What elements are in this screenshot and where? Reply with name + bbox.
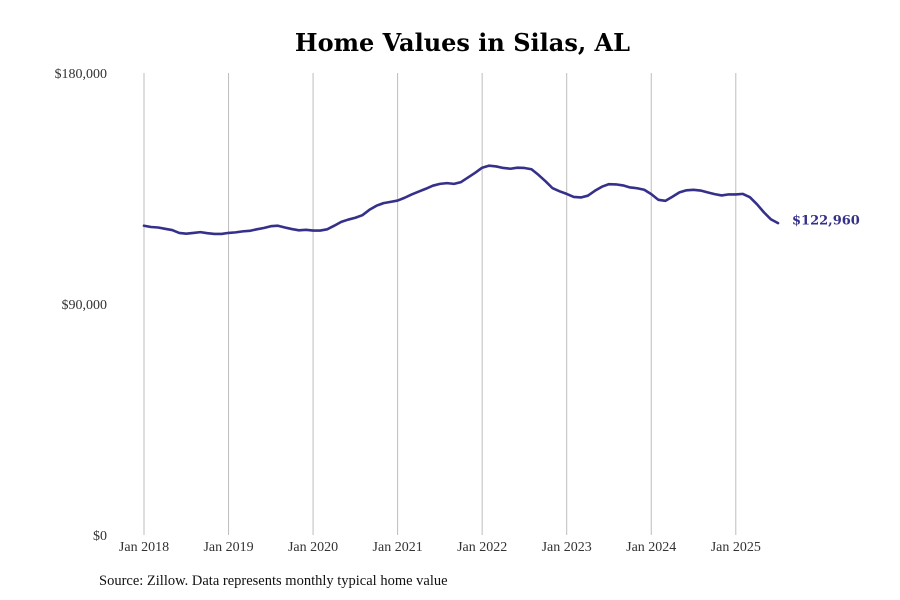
x-tick-label: Jan 2018 — [119, 540, 169, 555]
series-layer — [142, 164, 780, 236]
x-tick-label: Jan 2022 — [457, 540, 507, 555]
end-value-label: $122,960 — [792, 213, 860, 228]
x-axis-tick-labels: Jan 2018 Jan 2019 Jan 2020 Jan 2021 Jan 2022… — [119, 540, 761, 555]
chart-title: Home Values in Silas, AL — [294, 28, 631, 57]
y-tick-label: $180,000 — [55, 67, 108, 82]
x-tick-label: Jan 2019 — [203, 540, 253, 555]
series-line — [142, 164, 780, 236]
x-tick-label: Jan 2024 — [626, 540, 676, 555]
source-note: Source: Zillow. Data represents monthly … — [99, 573, 448, 589]
x-tick-label: Jan 2023 — [542, 540, 592, 555]
gridlines — [143, 73, 737, 535]
x-tick-label: Jan 2020 — [288, 540, 338, 555]
y-tick-label: $0 — [93, 529, 107, 544]
y-axis-tick-labels: $0 $90,000 $180,000 — [55, 67, 108, 544]
x-tick-label: Jan 2021 — [373, 540, 423, 555]
y-tick-label: $90,000 — [62, 298, 108, 313]
x-tick-label: Jan 2025 — [711, 540, 761, 555]
